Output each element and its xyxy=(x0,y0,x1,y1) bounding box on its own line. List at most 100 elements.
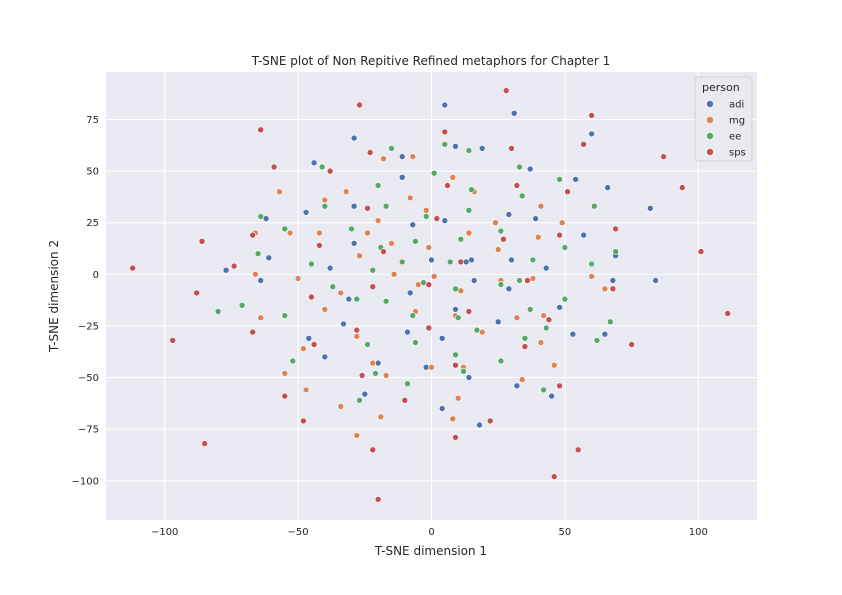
data-point-adi xyxy=(510,110,518,117)
data-point-adi xyxy=(601,330,609,338)
data-point-sps xyxy=(230,262,238,270)
data-point-adi xyxy=(441,101,449,109)
data-point-sps xyxy=(550,473,558,480)
data-point-sps xyxy=(697,248,705,255)
data-point-mg xyxy=(409,153,417,160)
legend-marker-adi xyxy=(706,100,714,108)
data-point-sps xyxy=(249,231,256,239)
data-point-adi xyxy=(350,134,358,142)
data-point-adi xyxy=(508,256,515,264)
data-point-ee xyxy=(329,283,337,291)
data-point-adi xyxy=(265,254,273,262)
data-point-sps xyxy=(502,87,510,94)
series-adi xyxy=(222,101,659,429)
data-point-ee xyxy=(452,285,459,293)
data-point-sps xyxy=(521,343,529,350)
data-point-ee xyxy=(372,370,379,377)
data-point-ee xyxy=(382,202,390,210)
data-point-ee xyxy=(590,202,598,210)
x-tick-label: 100 xyxy=(689,527,708,538)
legend-marker-mg xyxy=(706,116,714,124)
y-tick-label: −100 xyxy=(72,476,99,487)
data-point-sps xyxy=(380,248,387,255)
data-point-ee xyxy=(540,386,547,394)
data-point-mg xyxy=(342,188,350,195)
data-point-ee xyxy=(348,225,355,233)
data-point-adi xyxy=(465,374,473,381)
data-point-sps xyxy=(612,225,619,233)
data-point-ee xyxy=(422,213,430,220)
data-point-ee xyxy=(412,339,419,346)
data-point-sps xyxy=(366,149,374,156)
legend: person adi mg ee sps xyxy=(694,76,753,162)
data-point-ee xyxy=(281,225,289,233)
data-point-ee xyxy=(497,357,505,365)
data-point-adi xyxy=(310,159,318,167)
x-axis-label: T-SNE dimension 1 xyxy=(374,544,487,558)
data-point-mg xyxy=(252,270,259,278)
data-point-sps xyxy=(564,188,571,195)
data-point-adi xyxy=(532,215,539,222)
data-point-ee xyxy=(430,169,438,177)
data-point-ee xyxy=(454,314,462,322)
data-point-sps xyxy=(425,324,433,332)
data-point-ee xyxy=(374,182,382,189)
data-point-sps xyxy=(465,308,473,315)
data-point-mg xyxy=(353,332,361,340)
data-point-sps xyxy=(169,337,176,344)
data-point-sps xyxy=(401,396,409,404)
data-point-adi xyxy=(646,205,654,212)
data-point-mg xyxy=(382,372,390,379)
y-tick-label: −25 xyxy=(78,321,99,332)
data-point-ee xyxy=(446,258,454,266)
data-point-adi xyxy=(398,153,406,160)
data-point-ee xyxy=(460,368,467,375)
data-point-mg xyxy=(321,306,329,313)
data-point-sps xyxy=(257,126,265,134)
legend-marker-sps xyxy=(706,148,714,156)
data-point-adi xyxy=(580,231,587,239)
data-point-mg xyxy=(337,403,345,410)
data-point-mg xyxy=(300,345,307,352)
data-point-adi xyxy=(604,184,611,191)
data-point-ee xyxy=(353,295,361,303)
data-point-ee xyxy=(516,277,523,284)
data-point-sps xyxy=(545,316,553,324)
data-point-mg xyxy=(540,312,547,319)
data-point-ee xyxy=(497,227,505,235)
data-point-mg xyxy=(406,194,414,202)
data-point-ee xyxy=(238,301,246,309)
x-tick-label: −100 xyxy=(151,527,178,538)
data-point-sps xyxy=(300,417,307,425)
data-point-mg xyxy=(276,188,283,195)
data-point-ee xyxy=(254,250,262,257)
x-tick-labels: −100 −50 0 50 100 xyxy=(151,527,708,538)
data-point-adi xyxy=(588,130,595,138)
legend-label-adi: adi xyxy=(729,100,744,111)
y-axis-label: T-SNE dimension 2 xyxy=(47,240,61,353)
data-point-sps xyxy=(457,258,465,266)
data-point-ee xyxy=(516,163,523,171)
data-point-ee xyxy=(388,145,395,152)
data-point-mg xyxy=(390,270,398,278)
data-point-mg xyxy=(454,394,462,402)
data-point-ee xyxy=(369,266,377,274)
data-point-mg xyxy=(369,359,377,367)
data-point-adi xyxy=(505,285,513,293)
data-point-ee xyxy=(473,326,481,334)
data-point-sps xyxy=(574,446,582,454)
data-point-mg xyxy=(588,273,595,280)
data-point-sps xyxy=(369,283,377,291)
data-point-adi xyxy=(302,209,310,216)
y-tick-label: 50 xyxy=(86,167,99,178)
data-point-sps xyxy=(433,215,441,222)
data-point-sps xyxy=(353,326,361,334)
data-point-sps xyxy=(129,264,136,272)
data-point-ee xyxy=(465,207,473,214)
data-point-adi xyxy=(361,390,369,398)
data-point-adi xyxy=(398,174,406,181)
data-point-adi xyxy=(513,382,521,390)
data-point-sps xyxy=(369,446,377,454)
data-point-sps xyxy=(724,310,732,317)
data-point-mg xyxy=(281,370,289,377)
